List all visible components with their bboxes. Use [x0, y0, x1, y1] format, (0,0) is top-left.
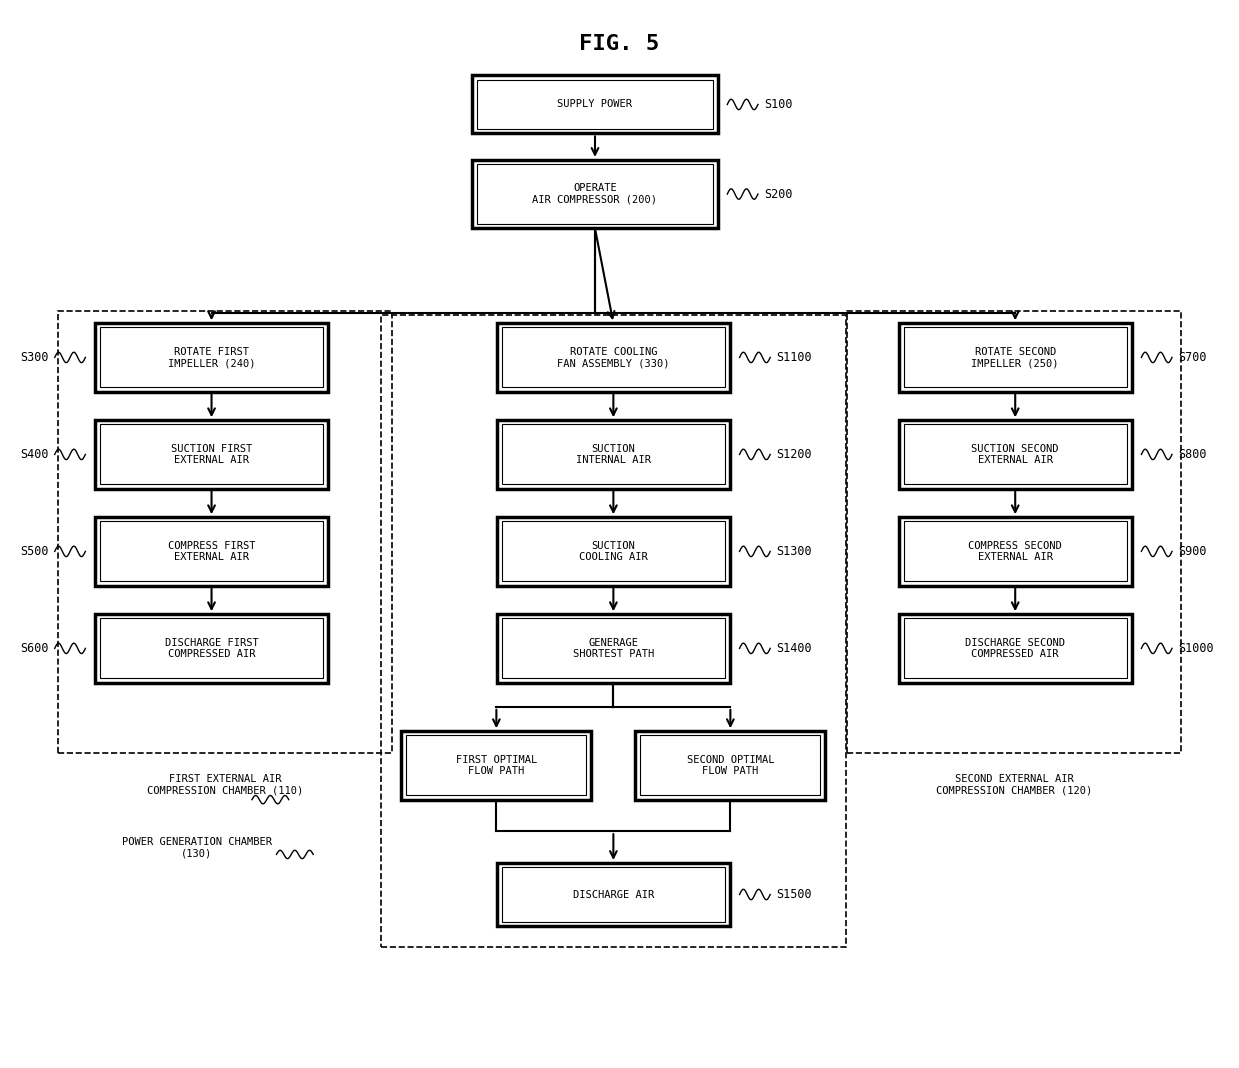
Bar [95, 517, 328, 585]
Text: S1400: S1400 [777, 642, 812, 655]
Text: ROTATE SECOND
IMPELLER (250): ROTATE SECOND IMPELLER (250) [971, 347, 1059, 368]
Text: OPERATE
AIR COMPRESSOR (200): OPERATE AIR COMPRESSOR (200) [533, 184, 658, 205]
Text: S200: S200 [764, 188, 793, 201]
Bar [898, 614, 1131, 682]
Text: DISCHARGE FIRST
COMPRESSED AIR: DISCHARGE FIRST COMPRESSED AIR [165, 638, 259, 659]
Bar [497, 324, 730, 392]
Bar [477, 164, 712, 224]
Bar [502, 521, 725, 581]
Bar [903, 521, 1126, 581]
Text: SECOND OPTIMAL
FLOW PATH: SECOND OPTIMAL FLOW PATH [686, 755, 774, 776]
Text: S700: S700 [1178, 351, 1207, 364]
Bar [502, 867, 725, 922]
Bar [898, 324, 1131, 392]
Text: FIRST EXTERNAL AIR
COMPRESSION CHAMBER (110): FIRST EXTERNAL AIR COMPRESSION CHAMBER (… [147, 774, 304, 796]
Bar [903, 424, 1126, 485]
Bar [472, 76, 717, 134]
Text: S100: S100 [764, 98, 793, 111]
Text: S1200: S1200 [777, 447, 812, 461]
Bar [502, 618, 725, 678]
Text: S1500: S1500 [777, 888, 812, 901]
Bar [406, 736, 586, 796]
Text: SUCTION
COOLING AIR: SUCTION COOLING AIR [579, 540, 648, 562]
Text: S900: S900 [1178, 545, 1207, 557]
Text: SUCTION
INTERNAL AIR: SUCTION INTERNAL AIR [576, 443, 650, 466]
Text: S1100: S1100 [777, 351, 812, 364]
Text: SUCTION SECOND
EXTERNAL AIR: SUCTION SECOND EXTERNAL AIR [971, 443, 1059, 466]
Text: ROTATE FIRST
IMPELLER (240): ROTATE FIRST IMPELLER (240) [167, 347, 255, 368]
Text: COMPRESS SECOND
EXTERNAL AIR: COMPRESS SECOND EXTERNAL AIR [969, 540, 1062, 562]
Bar [497, 420, 730, 489]
Text: S300: S300 [20, 351, 48, 364]
Bar [477, 80, 712, 129]
Bar [100, 521, 323, 581]
Text: S400: S400 [20, 447, 48, 461]
Text: SUPPLY POWER: SUPPLY POWER [558, 99, 632, 109]
Bar [380, 315, 846, 947]
Text: COMPRESS FIRST
EXTERNAL AIR: COMPRESS FIRST EXTERNAL AIR [167, 540, 255, 562]
Bar [903, 328, 1126, 388]
Text: FIG. 5: FIG. 5 [580, 34, 659, 53]
Text: SECOND EXTERNAL AIR
COMPRESSION CHAMBER (120): SECOND EXTERNAL AIR COMPRESSION CHAMBER … [935, 774, 1092, 796]
Bar [497, 863, 730, 926]
Text: S800: S800 [1178, 447, 1207, 461]
Bar [636, 732, 825, 800]
Bar [903, 618, 1126, 678]
Text: DISCHARGE SECOND
COMPRESSED AIR: DISCHARGE SECOND COMPRESSED AIR [965, 638, 1066, 659]
Text: SUCTION FIRST
EXTERNAL AIR: SUCTION FIRST EXTERNAL AIR [171, 443, 253, 466]
Text: GENERAGE
SHORTEST PATH: GENERAGE SHORTEST PATH [572, 638, 654, 659]
Bar [401, 732, 591, 800]
Bar [58, 311, 392, 753]
Text: S600: S600 [20, 642, 48, 655]
Bar [898, 517, 1131, 585]
Bar [497, 517, 730, 585]
Text: S500: S500 [20, 545, 48, 557]
Bar [100, 618, 323, 678]
Bar [100, 328, 323, 388]
Bar [898, 420, 1131, 489]
Bar [100, 424, 323, 485]
Text: DISCHARGE AIR: DISCHARGE AIR [572, 890, 654, 899]
Bar [472, 160, 717, 229]
Text: FIRST OPTIMAL
FLOW PATH: FIRST OPTIMAL FLOW PATH [456, 755, 536, 776]
Text: POWER GENERATION CHAMBER
(130): POWER GENERATION CHAMBER (130) [121, 837, 271, 859]
Bar [95, 324, 328, 392]
Bar [502, 424, 725, 485]
Bar [95, 420, 328, 489]
Text: ROTATE COOLING
FAN ASSEMBLY (330): ROTATE COOLING FAN ASSEMBLY (330) [558, 347, 669, 368]
Bar [641, 736, 820, 796]
Text: S1000: S1000 [1178, 642, 1214, 655]
Bar [95, 614, 328, 682]
Bar [497, 614, 730, 682]
Text: S1300: S1300 [777, 545, 812, 557]
Bar [502, 328, 725, 388]
Bar [847, 311, 1181, 753]
